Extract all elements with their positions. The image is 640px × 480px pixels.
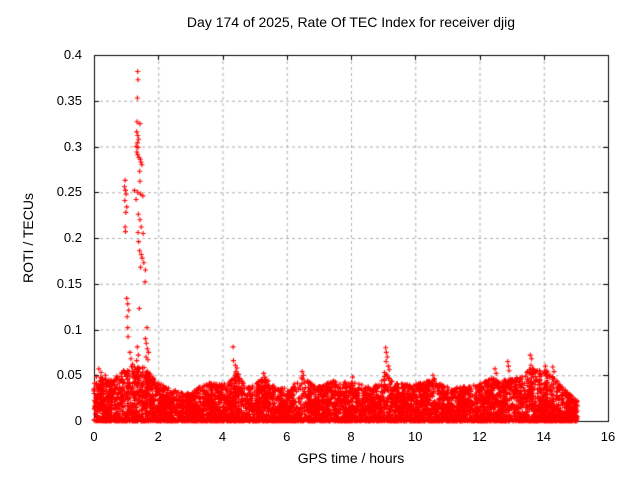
- y-tick-label: 0.3: [63, 138, 82, 154]
- chart-title: Day 174 of 2025, Rate Of TEC Index for r…: [186, 14, 516, 30]
- y-tick-label: 0.4: [63, 47, 82, 62]
- y-tick-label: 0.2: [63, 230, 82, 245]
- x-axis-title: GPS time / hours: [297, 450, 405, 466]
- x-tick-label: 0: [90, 429, 98, 444]
- x-tick-label: 10: [408, 429, 423, 444]
- x-tick-label: 12: [472, 429, 487, 444]
- y-tick-label: 0: [74, 413, 82, 428]
- x-tick-label: 8: [347, 429, 355, 444]
- x-tick-label: 4: [218, 429, 227, 444]
- y-tick-label: 0.05: [56, 367, 82, 383]
- x-tick-label: 14: [536, 429, 551, 444]
- y-tick-label: 0.1: [63, 321, 82, 337]
- x-tick-label: 16: [600, 429, 616, 444]
- x-tick-label: 2: [154, 429, 162, 444]
- x-tick-label: 6: [283, 429, 291, 444]
- y-tick-label: 0.35: [56, 92, 82, 108]
- y-tick-label: 0.15: [56, 275, 82, 291]
- y-tick-label: 0.25: [56, 184, 82, 200]
